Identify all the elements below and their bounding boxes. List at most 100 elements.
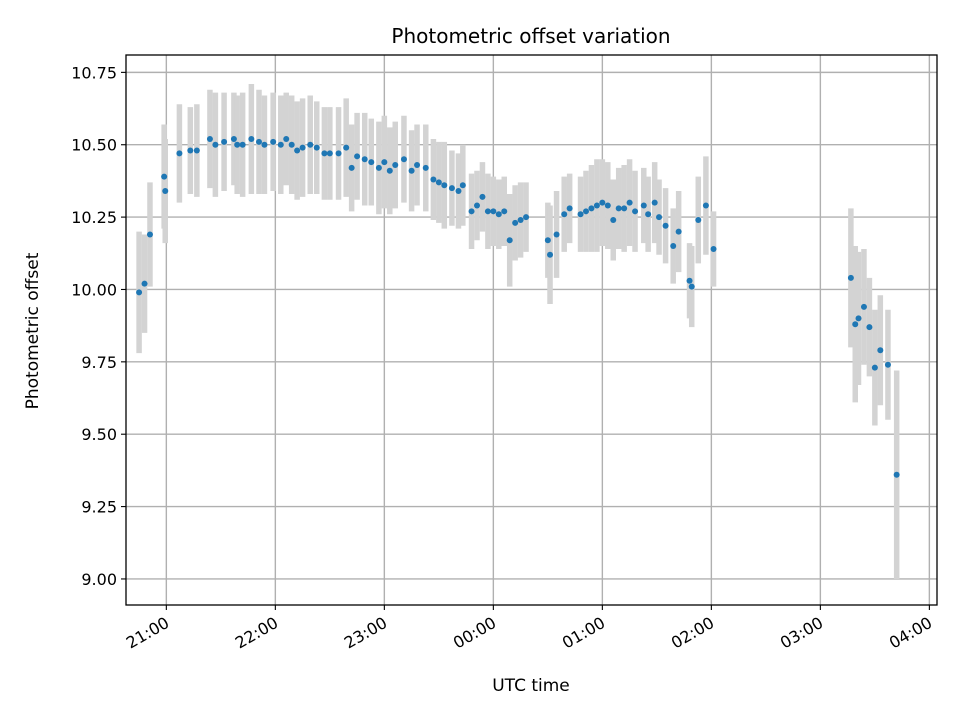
- data-point: [599, 199, 606, 206]
- data-point: [501, 208, 508, 215]
- data-point: [866, 324, 873, 331]
- y-tick-label: 10.25: [71, 208, 117, 227]
- data-point: [468, 208, 475, 215]
- data-point: [270, 138, 277, 145]
- data-point: [141, 280, 148, 287]
- data-point: [495, 211, 502, 218]
- data-point: [517, 217, 524, 223]
- data-point: [161, 173, 168, 180]
- data-point: [852, 321, 859, 328]
- data-point: [702, 202, 709, 209]
- data-point: [422, 164, 429, 171]
- data-point: [221, 138, 228, 145]
- data-point: [435, 179, 442, 186]
- data-point: [490, 208, 497, 215]
- y-tick-label: 10.00: [71, 280, 117, 299]
- data-point: [294, 147, 301, 154]
- data-point: [855, 315, 862, 322]
- data-point: [695, 217, 702, 223]
- data-point: [368, 159, 375, 166]
- data-point: [688, 283, 695, 290]
- data-point: [408, 167, 415, 174]
- y-tick-label: 9.25: [81, 498, 117, 517]
- data-point: [288, 141, 295, 148]
- data-point: [547, 251, 554, 258]
- data-point: [448, 185, 455, 192]
- data-point: [248, 135, 255, 142]
- data-point: [615, 205, 622, 212]
- data-point: [651, 199, 658, 206]
- data-point: [299, 144, 306, 151]
- data-point: [193, 147, 200, 154]
- y-tick-label: 9.75: [81, 353, 117, 372]
- data-point: [354, 153, 361, 160]
- data-point: [343, 144, 350, 151]
- data-point: [484, 208, 491, 215]
- data-point: [326, 150, 333, 157]
- y-tick-label: 10.50: [71, 136, 117, 155]
- data-point: [588, 205, 595, 212]
- y-tick-label: 10.75: [71, 63, 117, 82]
- data-point: [430, 176, 437, 183]
- data-point: [593, 202, 600, 209]
- data-point: [187, 147, 194, 154]
- data-point: [375, 164, 382, 171]
- data-points: [136, 135, 900, 478]
- data-point: [313, 144, 320, 151]
- data-point: [206, 135, 213, 142]
- x-axis-label: UTC time: [492, 676, 570, 696]
- data-point: [162, 188, 169, 195]
- data-point: [645, 211, 652, 218]
- data-point: [566, 205, 573, 212]
- data-point: [283, 135, 290, 142]
- data-point: [348, 164, 355, 171]
- data-point: [577, 211, 584, 218]
- data-point: [414, 162, 421, 168]
- data-point: [455, 188, 462, 195]
- data-point: [255, 138, 262, 145]
- data-point: [239, 141, 246, 148]
- data-point: [860, 303, 867, 310]
- data-point: [230, 135, 237, 142]
- data-point: [583, 208, 590, 215]
- data-point: [307, 141, 314, 148]
- data-point: [656, 214, 663, 221]
- y-axis-label: Photometric offset: [23, 252, 43, 409]
- data-point: [335, 150, 342, 157]
- y-axis: 9.00 9.25 9.50 9.75 10.00 10.25 10.50 10.75: [71, 63, 126, 589]
- data-point: [544, 237, 551, 244]
- y-tick-label: 9.00: [81, 570, 117, 589]
- data-point: [381, 159, 388, 166]
- data-point: [884, 361, 891, 368]
- plot-frame: [125, 54, 938, 606]
- data-point: [604, 202, 611, 209]
- data-point: [361, 156, 368, 163]
- data-point: [621, 205, 628, 212]
- chart-title: Photometric offset variation: [391, 24, 670, 48]
- data-point: [321, 150, 328, 157]
- data-point: [877, 347, 884, 354]
- data-point: [670, 243, 677, 250]
- data-point: [136, 289, 143, 296]
- data-point: [512, 219, 519, 226]
- data-point: [479, 193, 486, 200]
- data-point: [893, 471, 900, 478]
- data-point: [146, 231, 153, 238]
- data-point: [561, 211, 568, 218]
- data-point: [871, 364, 878, 371]
- data-point: [662, 222, 669, 229]
- data-point: [675, 228, 682, 235]
- data-point: [847, 274, 854, 281]
- data-point: [459, 182, 466, 189]
- data-point: [234, 141, 241, 148]
- y-tick-label: 9.50: [81, 425, 117, 444]
- data-point: [553, 231, 560, 238]
- data-point: [400, 156, 407, 163]
- data-point: [473, 202, 480, 209]
- data-point: [632, 208, 639, 215]
- data-point: [710, 245, 717, 252]
- data-point: [686, 277, 693, 284]
- data-point: [176, 150, 183, 157]
